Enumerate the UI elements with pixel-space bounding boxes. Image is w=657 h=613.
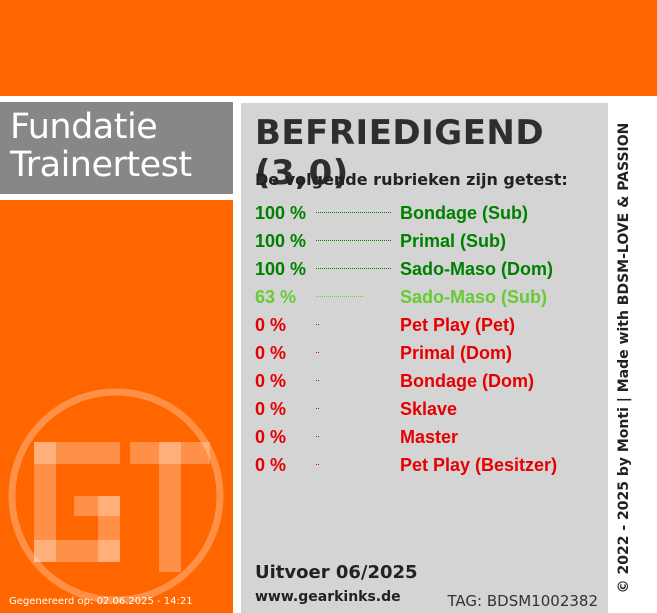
- category-name: Sado-Maso (Dom): [400, 259, 553, 279]
- category-score-bar: [316, 408, 319, 409]
- category-name: Sado-Maso (Sub): [400, 287, 547, 307]
- title-box: Fundatie Trainertest: [0, 102, 233, 194]
- category-result-row: 100 % Primal (Sub): [255, 227, 605, 255]
- result-grade-title: BEFRIEDIGEND (3,0): [255, 113, 545, 193]
- copyright-strip: © 2022 - 2025 by Monti | Made with BDSM-…: [612, 103, 636, 613]
- category-percentage: 0 %: [255, 399, 287, 419]
- result-panel: BEFRIEDIGEND (3,0) De volgende rubrieken…: [241, 103, 608, 613]
- test-title: Fundatie Trainertest: [10, 108, 192, 184]
- category-percentage: 100 %: [255, 259, 307, 279]
- category-score-bar: [316, 436, 319, 437]
- category-percentage: 100 %: [255, 203, 307, 223]
- category-percentage: 0 %: [255, 315, 287, 335]
- category-percentage: 0 %: [255, 427, 287, 447]
- category-result-row: 0 % Pet Play (Besitzer): [255, 451, 605, 479]
- category-percentage: 63 %: [255, 287, 297, 307]
- category-name: Sklave: [400, 399, 458, 419]
- category-name: Master: [400, 427, 459, 447]
- orange-logo-panel: Gegenereerd op: 02.06.2025 - 14:21: [0, 200, 233, 613]
- category-score-bar: [316, 324, 319, 325]
- category-name: Primal (Sub): [400, 231, 507, 251]
- category-score-bar: [316, 464, 319, 465]
- copyright-text: © 2022 - 2025 by Monti | Made with BDSM-…: [616, 122, 632, 594]
- category-percentage: 0 %: [255, 343, 287, 363]
- category-result-row: 0 % Sklave: [255, 395, 605, 423]
- category-name: Pet Play (Besitzer): [400, 455, 558, 475]
- edition-label: Uitvoer 06/2025: [255, 562, 418, 583]
- category-percentage: 0 %: [255, 371, 287, 391]
- result-tag: TAG: BDSM1002382: [447, 592, 598, 610]
- category-result-row: 0 % Pet Play (Pet): [255, 311, 605, 339]
- title-line-1: Fundatie: [10, 107, 158, 147]
- category-result-row: 0 % Master: [255, 423, 605, 451]
- category-percentage: 0 %: [255, 455, 287, 475]
- category-result-row: 0 % Bondage (Dom): [255, 367, 605, 395]
- category-name: Bondage (Dom): [400, 371, 534, 391]
- category-result-row: 100 % Sado-Maso (Dom): [255, 255, 605, 283]
- category-results-list: 100 % Bondage (Sub) 100 % Primal (Sub) 100 %…: [255, 199, 605, 479]
- category-name: Pet Play (Pet): [400, 315, 516, 335]
- left-sidebar: Fundatie Trainertest Gegenereerd op: 02.…: [0, 96, 237, 613]
- top-header-band: [0, 0, 657, 96]
- category-result-row: 100 % Bondage (Sub): [255, 199, 605, 227]
- title-line-2: Trainertest: [10, 145, 192, 185]
- category-name: Primal (Dom): [400, 343, 513, 363]
- category-score-bar: [316, 380, 319, 381]
- category-result-row: 63 % Sado-Maso (Sub): [255, 283, 605, 311]
- category-score-bar: [316, 268, 391, 269]
- generated-timestamp: Gegenereerd op: 02.06.2025 - 14:21: [9, 596, 193, 607]
- gt-monogram-watermark-icon: [8, 388, 224, 604]
- category-result-row: 0 % Primal (Dom): [255, 339, 605, 367]
- category-score-bar: [316, 240, 391, 241]
- category-score-bar: [316, 212, 391, 213]
- category-score-bar: [316, 296, 363, 297]
- category-name: Bondage (Sub): [400, 203, 528, 223]
- tested-categories-heading: De volgende rubrieken zijn getest:: [255, 170, 568, 189]
- category-score-bar: [316, 352, 319, 353]
- website-link[interactable]: www.gearkinks.de: [255, 589, 401, 605]
- category-percentage: 100 %: [255, 231, 307, 251]
